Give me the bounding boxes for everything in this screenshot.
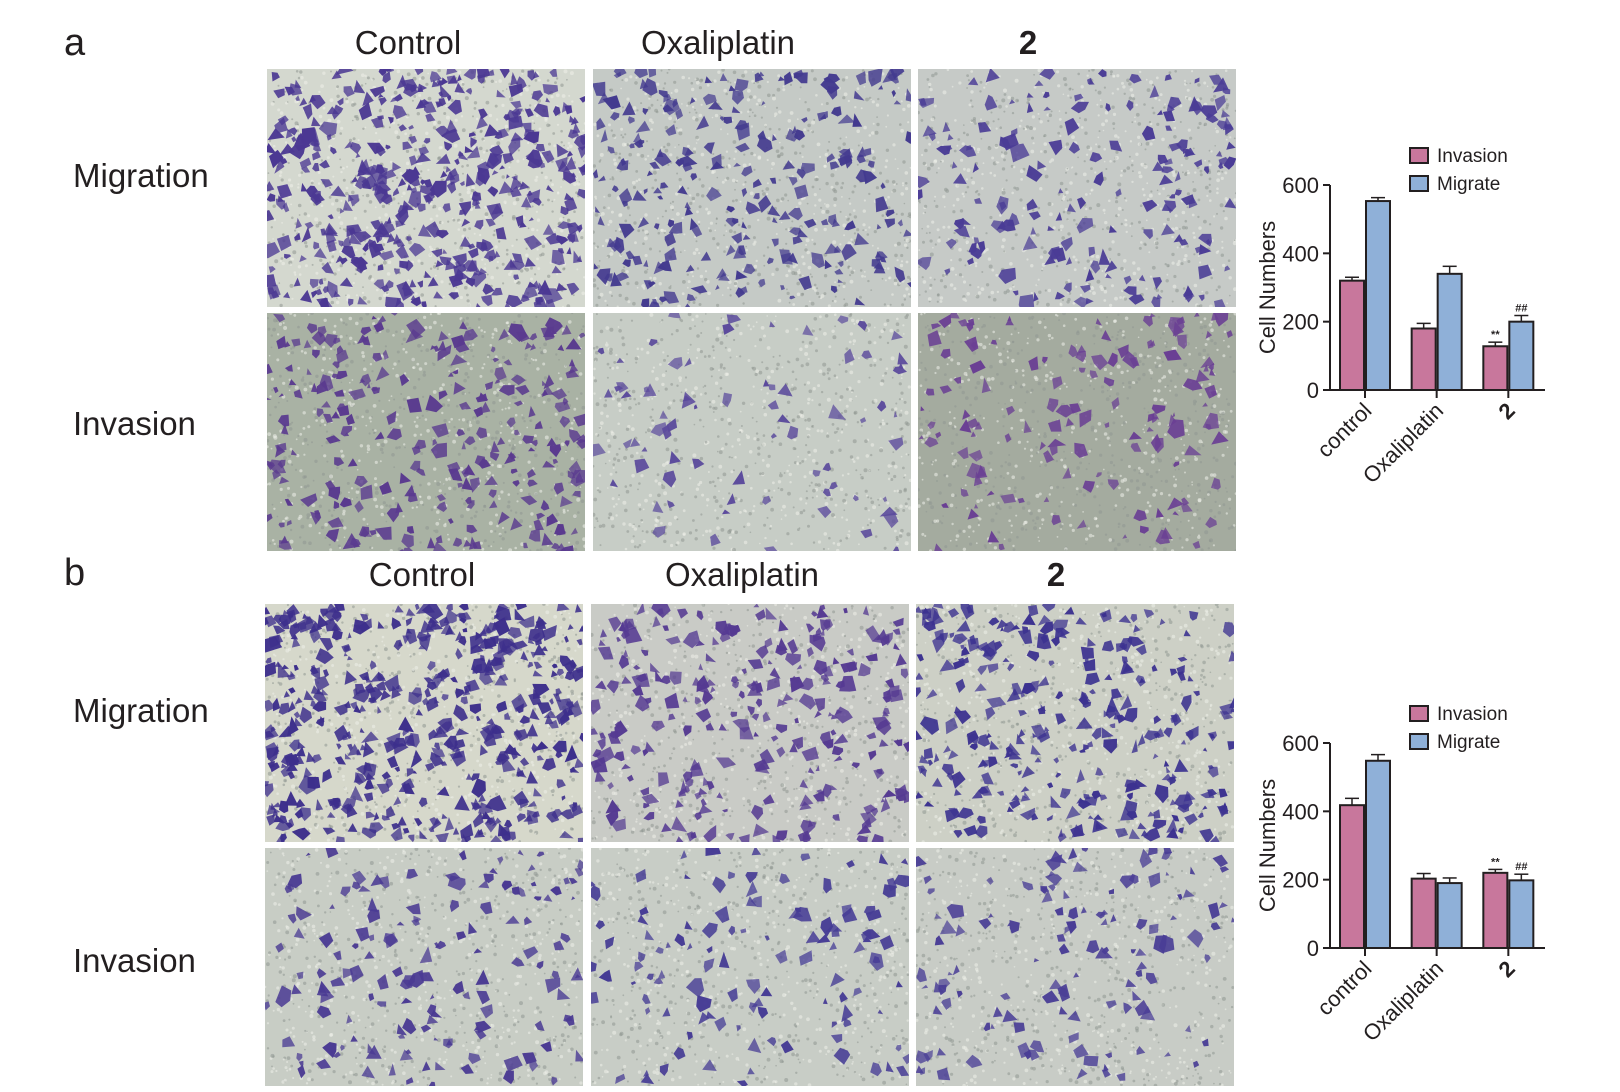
- micrograph-a-invasion-oxaliplatin: [593, 313, 911, 551]
- micrograph-a-invasion-control: [267, 313, 585, 551]
- bar-chart-a: 0 200 400 600 Cell Numbers control Oxaliplatin…: [1235, 140, 1565, 488]
- column-title-control: Control: [368, 556, 476, 593]
- legend-swatch: [1409, 733, 1429, 750]
- column-title-oxaliplatin: Oxaliplatin: [664, 556, 820, 593]
- legend-swatch: [1409, 705, 1429, 722]
- bar: [1508, 879, 1535, 950]
- column-title-oxaliplatin: Oxaliplatin: [640, 24, 796, 61]
- y-axis-label: Cell Numbers: [1255, 779, 1280, 912]
- legend-swatch: [1409, 175, 1429, 192]
- panel-letter-b: b: [64, 552, 86, 594]
- row-label-migration: Migration: [73, 157, 209, 194]
- row-label-migration: Migration: [73, 692, 209, 729]
- micrograph-b-invasion-oxaliplatin: [591, 848, 909, 1086]
- y-tick-label: 600: [1282, 173, 1319, 198]
- y-tick-label: 200: [1282, 868, 1319, 893]
- micrograph-a-migration-control: [267, 69, 585, 307]
- bar: [1339, 279, 1365, 392]
- micrograph-a-invasion-compound-2: [918, 313, 1236, 551]
- micrograph-a-migration-oxaliplatin: [593, 69, 911, 307]
- significance-label: ##: [1515, 303, 1527, 315]
- row-label-invasion: Invasion: [73, 405, 196, 442]
- y-tick-label: 0: [1307, 378, 1319, 403]
- y-tick-label: 0: [1307, 936, 1319, 961]
- legend-label: Migrate: [1437, 174, 1500, 195]
- micrograph-a-migration-compound-2: [918, 69, 1236, 307]
- bar-chart-b: 0 200 400 600 Cell Numbers control Oxaliplatin…: [1235, 698, 1565, 1046]
- bar: [1365, 200, 1391, 391]
- bar: [1436, 882, 1463, 949]
- row-label-invasion: Invasion: [73, 942, 196, 979]
- legend-label: Invasion: [1437, 146, 1508, 167]
- x-tick-label: control: [1312, 956, 1376, 1020]
- y-tick-label: 200: [1282, 310, 1319, 335]
- legend-label: Migrate: [1437, 732, 1500, 753]
- column-title-control: Control: [354, 24, 462, 61]
- y-tick-label: 400: [1282, 799, 1319, 824]
- micrograph-b-invasion-compound-2: [916, 848, 1234, 1086]
- bar: [1365, 759, 1391, 950]
- legend-swatch: [1409, 147, 1429, 164]
- legend-label: Invasion: [1437, 704, 1508, 725]
- panel-letter-a: a: [64, 22, 86, 64]
- bar: [1410, 327, 1437, 391]
- bar: [1436, 272, 1463, 391]
- micrograph-b-migration-control: [265, 604, 583, 842]
- significance-label: **: [1491, 329, 1500, 341]
- bar: [1410, 877, 1437, 949]
- y-axis-label: Cell Numbers: [1255, 221, 1280, 354]
- y-tick-label: 400: [1282, 241, 1319, 266]
- significance-label: **: [1491, 856, 1500, 868]
- significance-label: ##: [1515, 861, 1527, 873]
- y-tick-label: 600: [1282, 731, 1319, 756]
- bar: [1339, 804, 1365, 949]
- bar: [1482, 871, 1509, 949]
- x-tick-label: 2: [1494, 956, 1520, 982]
- column-title-compound-2: 2: [1046, 556, 1066, 593]
- micrograph-b-invasion-control: [265, 848, 583, 1086]
- micrograph-b-migration-oxaliplatin: [591, 604, 909, 842]
- column-title-compound-2: 2: [1018, 24, 1038, 61]
- x-tick-label: control: [1312, 398, 1376, 462]
- bar: [1508, 320, 1535, 392]
- x-tick-label: 2: [1494, 398, 1520, 424]
- micrograph-b-migration-compound-2: [916, 604, 1234, 842]
- bar: [1482, 345, 1509, 391]
